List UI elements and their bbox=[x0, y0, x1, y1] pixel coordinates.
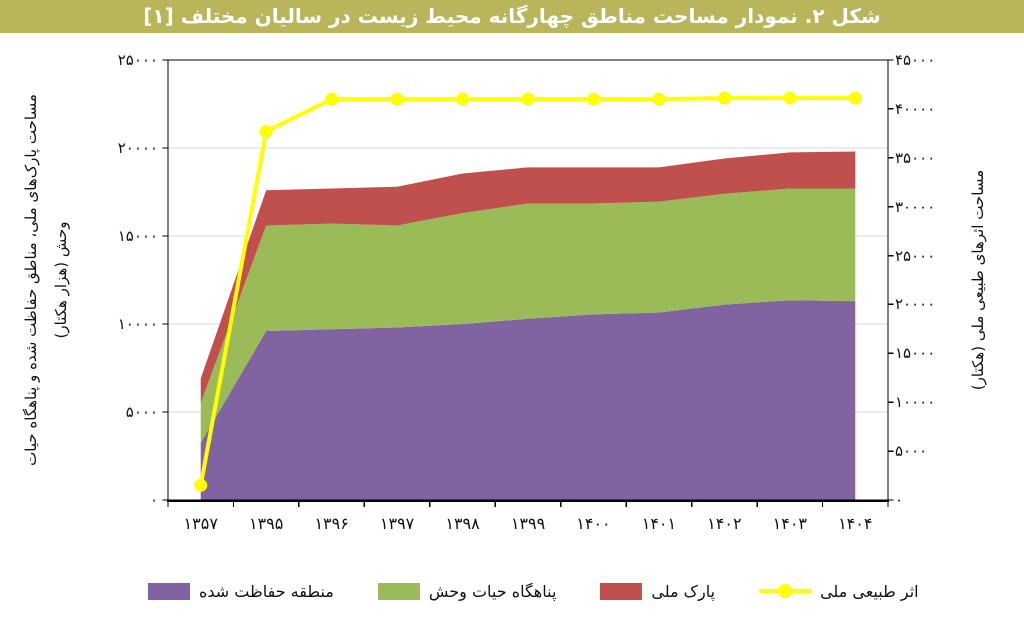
x-axis-tick-label: ۱۳۵۷ bbox=[183, 514, 218, 533]
right-axis-tick-label: ۳۰۰۰۰ bbox=[895, 197, 936, 216]
line-marker bbox=[848, 91, 862, 105]
x-axis-tick-label: ۱۳۹۷ bbox=[379, 514, 415, 533]
left-axis-title: مساحت پارک‌های ملی، مناطق حفاظت شده و پن… bbox=[16, 55, 76, 505]
legend-dot bbox=[778, 584, 793, 598]
left-axis-tick-label: ۵۰۰۰ bbox=[125, 403, 158, 421]
legend-label: منطقه حفاظت شده bbox=[199, 581, 334, 601]
left-axis-title-line2: وحش (هزار هکتار) bbox=[52, 221, 70, 339]
line-marker bbox=[325, 92, 339, 106]
x-axis-tick-label: ۱۳۹۹ bbox=[510, 514, 546, 533]
right-axis-tick-label: ۲۰۰۰۰ bbox=[895, 295, 936, 314]
line-marker bbox=[194, 478, 208, 492]
chart-legend: منطقه حفاظت شده پناهگاه حیات وحش پارک ملی ا… bbox=[148, 576, 919, 606]
line-marker bbox=[521, 92, 535, 106]
right-axis-tick-label: ۱۰۰۰۰ bbox=[895, 393, 936, 412]
right-axis-tick-label: ۱۵۰۰۰ bbox=[895, 344, 936, 363]
legend-label: پناهگاه حیات وحش bbox=[428, 581, 557, 601]
line-marker bbox=[390, 92, 404, 106]
figure-title: شکل ۲. نمودار مساحت مناطق چهارگانه محیط … bbox=[0, 0, 1024, 33]
legend-swatch bbox=[600, 582, 643, 600]
line-marker bbox=[259, 124, 273, 138]
right-axis-tick-label: ۳۵۰۰۰ bbox=[895, 148, 936, 167]
right-axis-tick-label: ۵۰۰۰ bbox=[895, 442, 928, 461]
x-axis-tick-label: ۱۳۹۸ bbox=[445, 514, 480, 533]
legend-line-marker bbox=[759, 583, 812, 600]
legend-item-3: اثر طبیعی ملی bbox=[759, 582, 919, 601]
line-marker bbox=[652, 92, 666, 106]
right-axis-tick-label: ۰ bbox=[895, 491, 904, 509]
left-axis-tick-label: ۰ bbox=[149, 491, 158, 509]
legend-item-2: پارک ملی bbox=[600, 582, 715, 601]
legend-swatch bbox=[148, 582, 190, 600]
right-axis-tick-label: ۴۵۰۰۰ bbox=[895, 51, 936, 69]
area-series-0 bbox=[200, 300, 856, 500]
chart-region: مساحت پارک‌های ملی، مناطق حفاظت شده و پن… bbox=[0, 33, 1024, 619]
right-axis-title: مساحت اثرهای طبیعی ملی (هکتار) bbox=[969, 169, 987, 391]
line-marker bbox=[783, 91, 797, 105]
x-axis-tick-label: ۱۴۰۳ bbox=[772, 514, 807, 533]
left-axis-tick-label: ۱۰۰۰۰ bbox=[117, 315, 158, 333]
line-marker bbox=[586, 92, 600, 106]
area-series-2 bbox=[200, 151, 856, 404]
left-axis-title-line1: مساحت پارک‌های ملی، مناطق حفاظت شده و پن… bbox=[22, 94, 40, 466]
x-axis-tick-label: ۱۳۹۶ bbox=[314, 514, 349, 533]
legend-item-0: منطقه حفاظت شده bbox=[148, 582, 334, 601]
line-marker bbox=[717, 91, 731, 105]
right-axis-tick-label: ۴۰۰۰۰ bbox=[895, 99, 936, 118]
x-axis-tick-label: ۱۴۰۱ bbox=[641, 514, 677, 533]
left-axis-tick-label: ۲۵۰۰۰ bbox=[117, 51, 158, 69]
legend-label: پارک ملی bbox=[651, 581, 716, 601]
legend-label: اثر طبیعی ملی bbox=[820, 581, 919, 601]
left-axis-tick-label: ۱۵۰۰۰ bbox=[117, 227, 158, 245]
area-series-1 bbox=[200, 188, 856, 443]
line-marker bbox=[456, 92, 470, 106]
legend-swatch bbox=[377, 582, 420, 600]
right-axis-tick-label: ۲۵۰۰۰ bbox=[895, 246, 936, 265]
plot-area bbox=[162, 59, 894, 507]
x-axis-tick-label: ۱۴۰۲ bbox=[707, 514, 742, 533]
x-axis-tick-label: ۱۴۰۴ bbox=[838, 514, 873, 533]
x-axis-tick-label: ۱۴۰۰ bbox=[576, 514, 611, 533]
legend-item-1: پناهگاه حیات وحش bbox=[377, 581, 557, 601]
x-axis-tick-label: ۱۳۹۵ bbox=[248, 514, 284, 533]
left-axis-tick-label: ۲۰۰۰۰ bbox=[117, 139, 158, 157]
